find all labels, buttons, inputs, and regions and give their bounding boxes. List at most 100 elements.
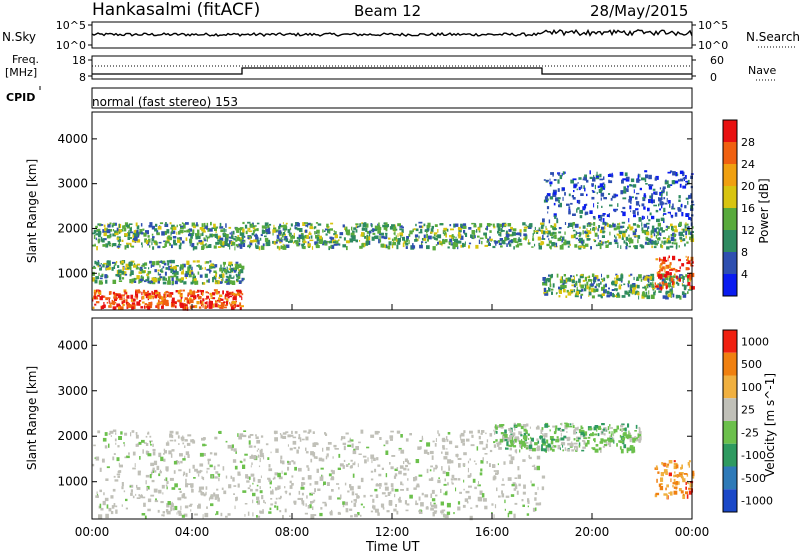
echo-cell	[577, 426, 579, 431]
echo-cell	[235, 497, 237, 502]
echo-cell	[307, 241, 310, 244]
echo-cell	[214, 226, 219, 229]
echo-cell	[146, 273, 149, 277]
echo-cell	[284, 508, 287, 513]
echo-cell	[635, 424, 638, 429]
echo-cell	[652, 281, 654, 285]
echo-cell	[457, 245, 459, 250]
echo-cell	[565, 423, 570, 428]
echo-cell	[552, 283, 555, 288]
echo-cell	[118, 231, 121, 234]
echo-cell	[568, 193, 571, 197]
echo-cell	[167, 237, 170, 240]
echo-cell	[464, 232, 466, 235]
echo-cell	[601, 423, 605, 426]
echo-cell	[517, 423, 521, 427]
echo-cell	[256, 484, 259, 487]
echo-cell	[573, 442, 578, 445]
echo-cell	[672, 293, 675, 298]
echo-cell	[214, 264, 218, 268]
echo-cell	[124, 227, 127, 232]
echo-cell	[255, 488, 259, 492]
echo-cell	[661, 240, 663, 244]
echo-cell	[304, 229, 308, 233]
echo-cell	[407, 478, 409, 481]
echo-cell	[131, 278, 135, 283]
echo-cell	[197, 289, 200, 293]
echo-cell	[210, 221, 212, 226]
echo-cell	[560, 276, 562, 280]
echo-cell	[672, 233, 674, 237]
echo-cell	[406, 236, 409, 239]
echo-cell	[674, 484, 678, 486]
echo-cell	[204, 437, 206, 440]
echo-cell	[173, 303, 175, 308]
echo-cell	[691, 226, 694, 229]
echo-cell	[665, 295, 669, 300]
echo-cell	[385, 450, 389, 455]
echo-cell	[675, 244, 678, 248]
echo-cell	[293, 232, 295, 238]
echo-cell	[219, 242, 224, 245]
echo-cell	[583, 440, 586, 445]
echo-cell	[639, 204, 641, 207]
echo-cell	[669, 245, 674, 248]
echo-cell	[568, 208, 571, 211]
echo-cell	[126, 242, 129, 245]
echo-cell	[446, 502, 451, 508]
echo-cell	[202, 514, 204, 519]
echo-cell	[667, 171, 672, 174]
echo-cell	[333, 241, 336, 243]
echo-cell	[117, 229, 122, 233]
echo-cell	[135, 432, 138, 435]
echo-cell	[685, 197, 689, 200]
echo-cell	[299, 439, 302, 442]
echo-cell	[196, 260, 200, 263]
echo-cell	[257, 500, 260, 505]
echo-cell	[135, 267, 139, 270]
echo-cell	[580, 193, 584, 196]
echo-cell	[290, 434, 294, 437]
echo-cell	[527, 498, 530, 503]
echo-cell	[103, 492, 105, 496]
echo-cell	[517, 466, 520, 471]
noise-right-tick-top: 10^5	[698, 19, 728, 32]
echo-cell	[441, 451, 443, 454]
echo-cell	[94, 231, 97, 234]
echo-cell	[107, 223, 111, 228]
echo-cell	[599, 173, 602, 178]
echo-cell	[306, 495, 308, 499]
echo-cell	[199, 300, 202, 304]
echo-cell	[344, 225, 346, 230]
echo-cell	[528, 227, 532, 229]
echo-cell	[545, 225, 547, 230]
echo-cell	[553, 213, 557, 217]
echo-cell	[627, 291, 629, 295]
echo-cell	[672, 485, 674, 488]
echo-cell	[570, 179, 574, 184]
echo-cell	[498, 447, 502, 450]
echo-cell	[542, 433, 544, 437]
echo-cell	[468, 485, 472, 488]
echo-cell	[651, 215, 655, 220]
echo-cell	[147, 431, 150, 434]
echo-cell	[143, 232, 147, 237]
echo-cell	[511, 483, 515, 487]
echo-cell	[497, 231, 499, 234]
echo-cell	[669, 491, 673, 496]
echo-cell	[145, 230, 149, 235]
echo-cell	[257, 479, 261, 483]
echo-cell	[345, 230, 348, 235]
echo-cell	[142, 289, 146, 294]
echo-cell	[224, 280, 228, 284]
echo-cell	[608, 287, 610, 290]
echo-cell	[149, 222, 153, 226]
echo-cell	[506, 237, 510, 240]
echo-cell	[679, 276, 683, 279]
echo-cell	[629, 184, 632, 187]
echo-cell	[665, 487, 667, 491]
echo-cell	[437, 229, 439, 233]
echo-cell	[549, 276, 552, 281]
echo-cell	[241, 265, 245, 270]
echo-cell	[360, 477, 364, 483]
